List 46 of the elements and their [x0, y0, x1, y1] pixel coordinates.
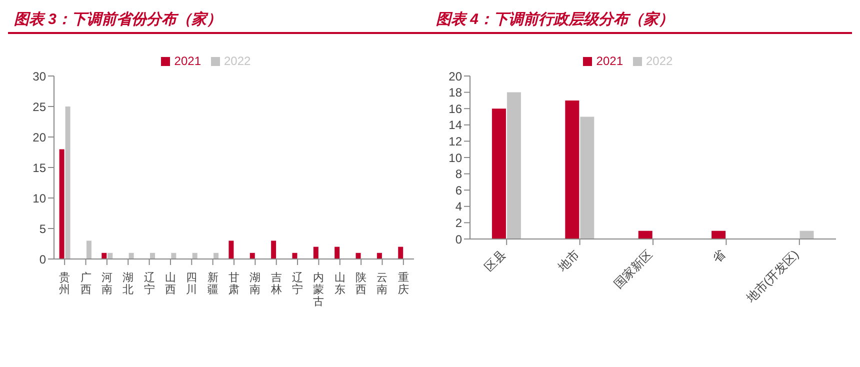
x-tick-label: 吉林 — [270, 271, 282, 296]
y-tick-label: 20 — [32, 130, 46, 144]
x-tick-label: 湖南 — [250, 272, 261, 296]
chart-title: 图表 4：下调前行政层级分布（家） — [430, 8, 852, 34]
y-tick-label: 8 — [455, 167, 462, 182]
legend-label: 2022 — [224, 54, 251, 68]
y-tick-label: 25 — [32, 100, 46, 114]
y-tick-label: 2 — [455, 216, 462, 230]
legend-label: 2021 — [596, 54, 623, 68]
legend-label: 2021 — [174, 54, 201, 68]
x-tick-label: 广西 — [80, 271, 92, 296]
x-tick-label: 内蒙古 — [313, 271, 324, 308]
y-tick-label: 10 — [448, 150, 462, 165]
y-tick-label: 18 — [448, 86, 462, 100]
x-tick-label: 新疆 — [207, 271, 218, 296]
x-tick-label: 山西 — [164, 271, 176, 296]
x-tick-label: 辽宁 — [144, 272, 155, 296]
x-tick-label: 甘肃 — [228, 271, 240, 296]
x-tick-label: 陕西 — [356, 272, 367, 296]
y-tick-label: 12 — [448, 134, 462, 148]
x-tick-label: 四川 — [186, 272, 198, 296]
x-tick-label: 区县 — [482, 247, 509, 274]
x-tick-label: 重庆 — [398, 271, 409, 296]
x-tick-label: 山东 — [334, 271, 346, 296]
x-tick-label: 辽宁 — [292, 272, 304, 296]
y-tick-label: 20 — [448, 69, 462, 84]
x-tick-label: 贵州 — [59, 271, 70, 296]
legend-label: 2022 — [646, 54, 673, 68]
y-tick-label: 10 — [32, 191, 46, 206]
y-tick-label: 14 — [448, 118, 462, 132]
x-tick-label: 河南 — [101, 272, 112, 296]
y-tick-label: 15 — [32, 160, 46, 175]
x-tick-label: 省 — [710, 247, 728, 266]
x-tick-label: 地市(开发区) — [742, 247, 802, 306]
y-tick-label: 4 — [455, 200, 462, 214]
x-tick-label: 国家新区 — [611, 247, 656, 292]
y-tick-label: 0 — [39, 252, 46, 266]
y-tick-label: 16 — [448, 102, 462, 116]
x-tick-label: 湖北 — [122, 272, 134, 296]
y-tick-label: 30 — [32, 69, 46, 84]
chart-title: 图表 3：下调前省份分布（家） — [8, 8, 430, 34]
y-tick-label: 0 — [455, 232, 462, 246]
y-tick-label: 5 — [39, 222, 46, 236]
y-tick-label: 6 — [455, 183, 462, 198]
x-tick-label: 地市 — [554, 247, 582, 275]
x-tick-label: 云南 — [376, 272, 388, 296]
